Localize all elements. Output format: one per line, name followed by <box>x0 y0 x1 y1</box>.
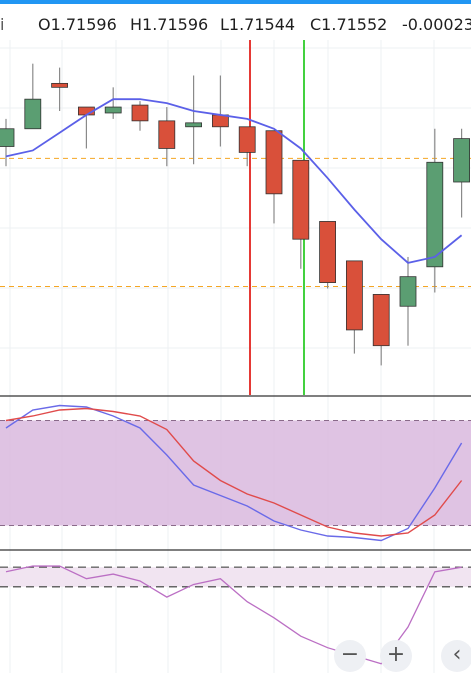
stochastic-line-k <box>5 404 463 542</box>
candle-bull <box>399 276 417 307</box>
ohlc-low: L1.71544 <box>220 15 296 34</box>
candle-bear <box>319 221 337 283</box>
candle-bull <box>426 161 444 268</box>
minus-icon: − <box>340 642 360 667</box>
stochastic-line-d <box>5 407 463 537</box>
scroll-left-button[interactable]: ‹ <box>441 640 471 672</box>
candle-bear <box>238 126 256 153</box>
candle-bear <box>211 114 229 128</box>
plus-icon: + <box>386 642 406 667</box>
ohlc-legend: i O1.71596 H1.71596 L1.71544 C1.71552 -0… <box>0 15 471 39</box>
chevron-left-icon: ‹ <box>452 642 462 667</box>
top-accent-bar <box>0 0 471 4</box>
candle-bear <box>51 82 68 88</box>
candle-bull <box>24 98 42 130</box>
candle-bull <box>104 106 122 114</box>
candle-bear <box>131 104 149 122</box>
moving-average-line <box>5 98 463 264</box>
stochastic-band <box>0 420 471 526</box>
candle-bull <box>185 122 203 128</box>
candle-bull <box>453 138 471 183</box>
candle-bull <box>0 128 15 147</box>
ohlc-open: O1.71596 <box>38 15 117 34</box>
oscillator-band <box>0 567 471 587</box>
candle-bear <box>372 294 390 347</box>
ohlc-high: H1.71596 <box>130 15 209 34</box>
ohlc-close: C1.71552 <box>310 15 388 34</box>
candle-bear <box>292 159 310 240</box>
symbol-fragment: i <box>0 15 5 34</box>
zoom-in-button[interactable]: + <box>380 640 412 672</box>
candle-bear <box>158 120 176 149</box>
candle-bear <box>265 130 283 195</box>
ohlc-change: -0.00023 <box>402 15 471 34</box>
candle-bear <box>345 260 363 331</box>
zoom-out-button[interactable]: − <box>334 640 366 672</box>
